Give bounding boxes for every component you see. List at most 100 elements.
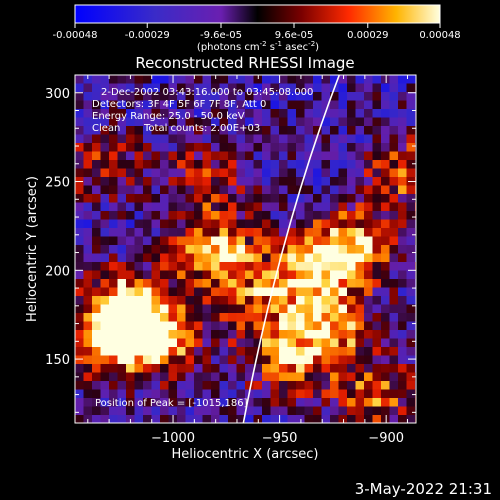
- heatmap-cell: [109, 177, 118, 186]
- heatmap-cell: [355, 194, 365, 203]
- heatmap-cell: [347, 355, 356, 365]
- heatmap-cell: [364, 143, 373, 152]
- heatmap-cell: [389, 185, 399, 195]
- heatmap-cell: [134, 321, 144, 331]
- heatmap-cell: [347, 253, 356, 263]
- heatmap-cell: [389, 338, 399, 348]
- heatmap-cell: [211, 75, 220, 84]
- heatmap-cell: [228, 117, 237, 127]
- heatmap-cell: [296, 355, 305, 365]
- heatmap-cell: [177, 372, 186, 382]
- heatmap-cell: [100, 160, 110, 169]
- heatmap-cell: [92, 194, 101, 203]
- heatmap-cell: [330, 245, 339, 254]
- heatmap-cell: [219, 151, 229, 161]
- heatmap-cell: [330, 194, 339, 203]
- heatmap-cell: [253, 262, 263, 271]
- heatmap-cell: [117, 143, 127, 152]
- heatmap-cell: [75, 100, 84, 110]
- heatmap-cell: [372, 279, 382, 288]
- heatmap-cell: [143, 185, 152, 195]
- heatmap-cell: [313, 279, 322, 288]
- heatmap-cell: [287, 219, 297, 229]
- heatmap-cell: [160, 236, 169, 246]
- heatmap-cell: [287, 92, 297, 101]
- heatmap-cell: [109, 160, 118, 169]
- heatmap-cell: [330, 151, 339, 161]
- heatmap-cell: [355, 134, 365, 144]
- heatmap-cell: [109, 202, 118, 212]
- heatmap-cell: [296, 304, 305, 314]
- heatmap-cell: [228, 321, 237, 331]
- heatmap-cell: [117, 228, 127, 237]
- heatmap-cell: [398, 168, 407, 178]
- heatmap-cell: [381, 202, 390, 212]
- heatmap-cell: [287, 109, 297, 118]
- heatmap-cell: [364, 126, 373, 135]
- heatmap-cell: [389, 253, 399, 263]
- heatmap-cell: [92, 219, 101, 229]
- heatmap-cell: [262, 398, 271, 407]
- heatmap-cell: [389, 381, 399, 390]
- heatmap-cell: [83, 321, 93, 331]
- heatmap-cell: [219, 245, 229, 254]
- heatmap-cell: [279, 100, 288, 110]
- heatmap-cell: [313, 415, 322, 423]
- heatmap-cell: [364, 194, 373, 203]
- footer-date: 3-May-2022 21:31: [354, 480, 492, 498]
- heatmap-cell: [168, 313, 178, 322]
- heatmap-cell: [355, 143, 365, 152]
- heatmap-cell: [313, 381, 322, 390]
- heatmap-cell: [143, 330, 152, 339]
- heatmap-cell: [160, 262, 169, 271]
- heatmap-cell: [75, 109, 84, 118]
- heatmap-cell: [287, 270, 297, 280]
- heatmap-cell: [398, 406, 407, 416]
- heatmap-cell: [398, 151, 407, 161]
- heatmap-cell: [304, 126, 314, 135]
- heatmap-cell: [347, 415, 356, 423]
- heatmap-cell: [151, 228, 161, 237]
- heatmap-cell: [160, 194, 169, 203]
- heatmap-cell: [389, 245, 399, 254]
- heatmap-cell: [262, 304, 271, 314]
- heatmap-cell: [262, 236, 271, 246]
- heatmap-cell: [347, 211, 356, 220]
- heatmap-cell: [143, 202, 152, 212]
- heatmap-cell: [100, 92, 110, 101]
- heatmap-cell: [347, 83, 356, 93]
- heatmap-cell: [160, 160, 169, 169]
- heatmap-cell: [304, 109, 314, 118]
- heatmap-cell: [270, 211, 280, 220]
- heatmap-cell: [287, 253, 297, 263]
- heatmap-cell: [92, 415, 101, 423]
- heatmap-cell: [109, 134, 118, 144]
- heatmap-cell: [372, 236, 382, 246]
- heatmap-cell: [406, 304, 416, 314]
- heatmap-cell: [92, 202, 101, 212]
- heatmap-cell: [117, 236, 127, 246]
- heatmap-cell: [296, 236, 305, 246]
- heatmap-cell: [185, 355, 195, 365]
- heatmap-cell: [211, 313, 220, 322]
- heatmap-cell: [92, 92, 101, 101]
- heatmap-cell: [100, 262, 110, 271]
- heatmap-cell: [100, 381, 110, 390]
- heatmap-cell: [279, 168, 288, 178]
- heatmap-cell: [398, 219, 407, 229]
- heatmap-cell: [134, 228, 144, 237]
- heatmap-cell: [338, 398, 348, 407]
- heatmap-cell: [245, 270, 254, 280]
- heatmap-cell: [109, 211, 118, 220]
- heatmap-cell: [313, 75, 322, 84]
- heatmap-cell: [355, 381, 365, 390]
- heatmap-cell: [194, 211, 203, 220]
- heatmap-cell: [364, 364, 373, 373]
- heatmap-cell: [117, 185, 127, 195]
- heatmap-cell: [219, 279, 229, 288]
- heatmap-cell: [100, 338, 110, 348]
- heatmap-cell: [245, 415, 254, 423]
- heatmap-cell: [372, 202, 382, 212]
- heatmap-cell: [270, 253, 280, 263]
- heatmap-cell: [296, 338, 305, 348]
